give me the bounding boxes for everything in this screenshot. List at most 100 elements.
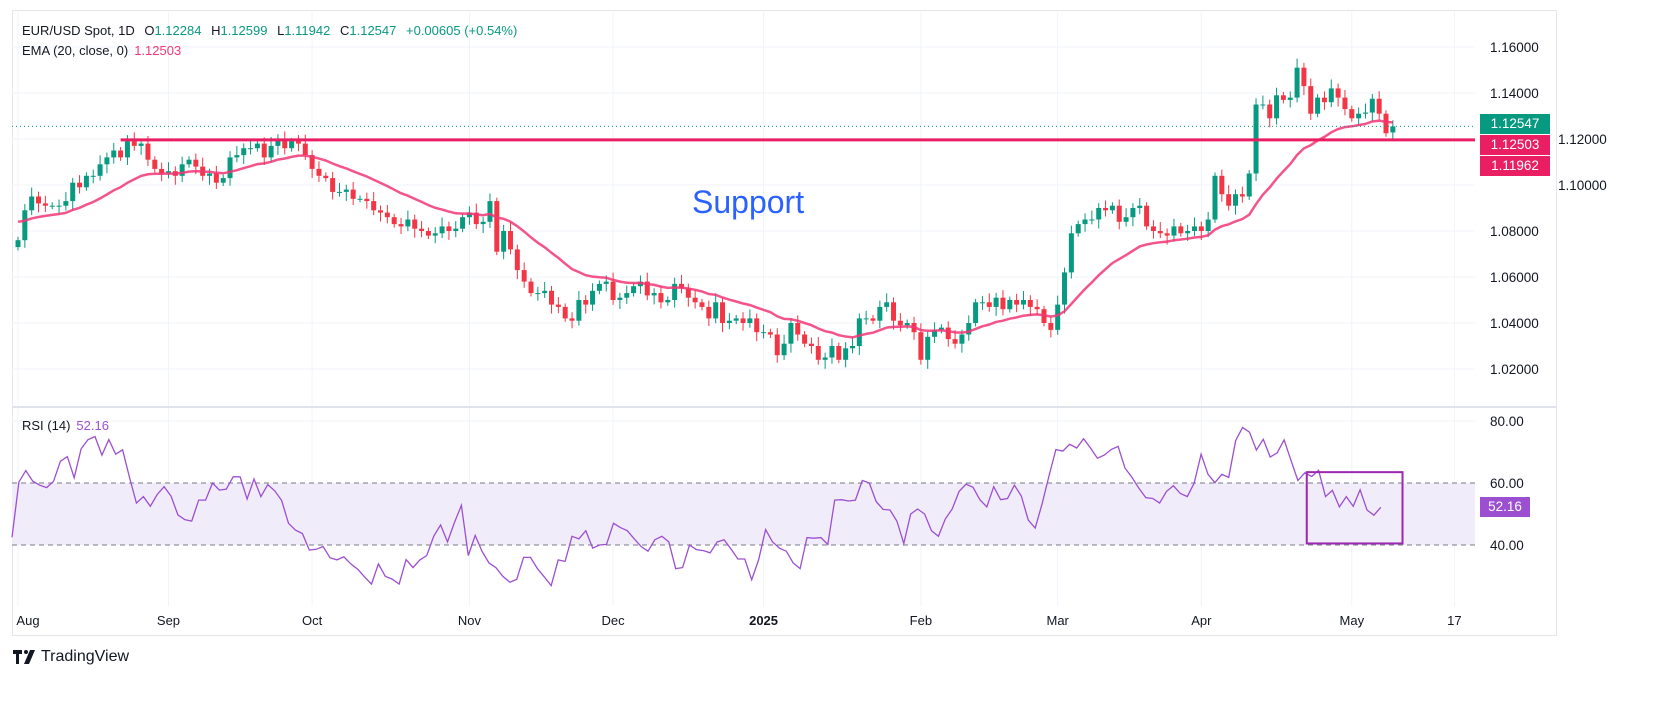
candle-body (542, 290, 548, 294)
time-tick-label: Dec (602, 613, 626, 628)
candle-body (877, 306, 883, 321)
price-tick-label: 1.12000 (1558, 132, 1607, 147)
candle-body (1287, 97, 1293, 100)
candle-body (576, 300, 582, 321)
candle-body (77, 182, 83, 188)
candle-body (213, 173, 219, 183)
candle-body (781, 343, 787, 356)
time-tick-label: Aug (16, 613, 39, 628)
candle-body (918, 332, 924, 360)
candle-body (118, 150, 124, 158)
candle-body (473, 212, 479, 225)
candle-body (254, 143, 260, 149)
open-label: O (144, 23, 155, 38)
ema-line (17, 119, 1393, 339)
price-tick-label: 1.04000 (1490, 316, 1539, 331)
candle-body (952, 339, 958, 344)
candle-body (651, 293, 657, 296)
candle-body (699, 302, 705, 307)
candle-body (364, 198, 370, 202)
candle-body (330, 178, 336, 192)
candle-body (460, 217, 466, 229)
candle-body (856, 318, 862, 346)
rsi-value: 52.16 (76, 418, 109, 433)
candle-body (145, 143, 151, 160)
tradingview-logo[interactable]: TradingView (13, 648, 129, 666)
candle-body (83, 175, 89, 188)
candle-body (350, 189, 356, 199)
candle-body (1089, 219, 1095, 221)
candle-body (1130, 208, 1136, 218)
candle-body (672, 283, 678, 300)
candle-body (1280, 95, 1286, 100)
candle-body (884, 302, 890, 307)
candle-body (692, 297, 698, 303)
candle-body (1239, 194, 1245, 197)
candle-body (1321, 97, 1327, 103)
symbol-title[interactable]: EUR/USD Spot, 1D (22, 23, 135, 38)
candle-body (425, 231, 431, 236)
candle-body (309, 155, 315, 169)
open-value: 1.12284 (154, 23, 202, 38)
candle-body (1205, 219, 1211, 231)
candle-body (897, 320, 903, 326)
candle-body (186, 159, 192, 165)
candle-body (227, 157, 233, 179)
candle-body (836, 346, 842, 360)
candle-body (398, 224, 404, 227)
candle-body (815, 346, 821, 360)
candle-body (891, 302, 897, 321)
candle-body (22, 210, 28, 241)
candle-body (986, 302, 992, 307)
time-tick-label: May (1340, 613, 1365, 628)
support-annotation: Support (692, 184, 805, 220)
rsi-band (12, 482, 1475, 546)
candle-body (808, 343, 814, 346)
close-value: 1.12547 (349, 23, 397, 38)
rsi-axis: 80.00 60.00 40.00 (1490, 414, 1524, 553)
rsi-tick-label: 80.00 (1490, 414, 1524, 429)
candle-body (97, 164, 103, 176)
candle-body (63, 201, 69, 206)
low-value: 1.11942 (284, 23, 331, 38)
high-value: 1.12599 (220, 23, 268, 38)
candle-body (562, 306, 568, 319)
candle-body (932, 329, 938, 337)
candle-body (56, 205, 62, 207)
candle-body (501, 231, 507, 252)
candle-body (1267, 104, 1273, 119)
candle-body (1171, 226, 1177, 236)
candle-body (378, 210, 384, 213)
rsi-legend[interactable]: RSI (14) 52.16 (22, 418, 115, 433)
candle-body (1376, 98, 1382, 114)
candle-body (849, 346, 855, 349)
candle-body (1212, 175, 1218, 220)
candle-body (1308, 86, 1314, 114)
candle-body (979, 302, 985, 304)
time-axis: Aug Sep Oct Nov Dec 2025 Feb Mar Apr May 17 (16, 613, 1461, 628)
candle-body (1014, 300, 1020, 305)
time-tick-label: 2025 (749, 613, 778, 628)
candle-body (241, 148, 247, 156)
candle-body (966, 323, 972, 335)
ema-value: 1.12503 (134, 43, 182, 58)
candle-body (336, 191, 342, 193)
rsi-tick-label: 40.00 (1490, 538, 1524, 553)
candle-body (1000, 297, 1006, 310)
candle-body (1137, 205, 1143, 208)
candle-body (343, 189, 349, 192)
candle-body (549, 290, 555, 305)
candle-body (904, 323, 910, 326)
candle-body (603, 281, 609, 284)
candle-body (42, 203, 48, 206)
candle-body (1164, 233, 1170, 236)
candle-body (644, 281, 650, 296)
candle-body (720, 302, 726, 323)
candle-body (220, 178, 226, 183)
rsi-tick-label: 60.00 (1490, 476, 1524, 491)
price-tick-label: 1.16000 (1490, 40, 1539, 55)
ema-legend[interactable]: EMA (20, close, 0) 1.12503 (22, 43, 187, 58)
candle-body (248, 148, 254, 150)
candle-body (1055, 304, 1061, 330)
